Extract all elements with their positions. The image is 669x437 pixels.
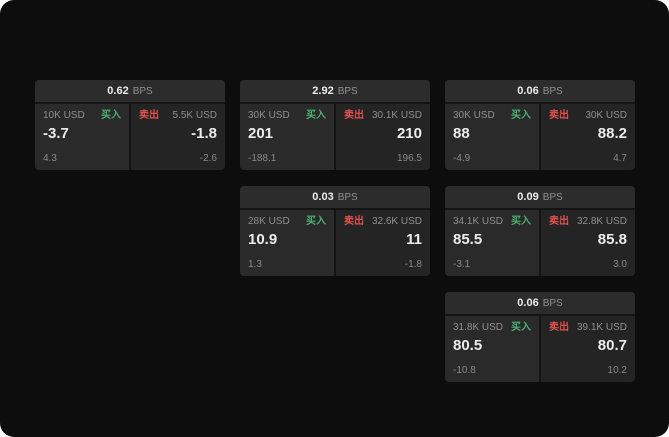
sell-price: -1.8 — [191, 125, 217, 142]
sell-panel[interactable]: 卖出 32.8K USD 85.8 3.0 — [541, 210, 635, 276]
buy-delta: -10.8 — [453, 365, 476, 376]
buy-label[interactable]: 买入 — [511, 110, 531, 121]
buy-amount: 28K USD — [248, 216, 290, 227]
buy-panel[interactable]: 28K USD 买入 10.9 1.3 — [240, 210, 334, 276]
quote-card: 0.09 BPS 34.1K USD 买入 85.5 -3.1 卖出 32.8K… — [445, 186, 635, 276]
buy-label[interactable]: 买入 — [511, 322, 531, 333]
buy-panel[interactable]: 30K USD 买入 201 -188.1 — [240, 104, 334, 170]
sell-amount: 30K USD — [585, 110, 627, 121]
bps-value: 0.62 — [107, 85, 129, 97]
bps-value: 2.92 — [312, 85, 334, 97]
sell-label[interactable]: 卖出 — [139, 110, 159, 121]
card-header: 2.92 BPS — [240, 80, 430, 102]
buy-panel[interactable]: 30K USD 买入 88 -4.9 — [445, 104, 539, 170]
bps-value: 0.06 — [517, 85, 539, 97]
bps-value: 0.09 — [517, 191, 539, 203]
card-header: 0.06 BPS — [445, 80, 635, 102]
card-body: 10K USD 买入 -3.7 4.3 卖出 5.5K USD -1.8 -2.… — [35, 104, 225, 170]
sell-label[interactable]: 卖出 — [549, 322, 569, 333]
quote-card: 0.06 BPS 31.8K USD 买入 80.5 -10.8 卖出 39.1… — [445, 292, 635, 382]
sell-amount: 30.1K USD — [371, 110, 422, 121]
buy-amount: 10K USD — [43, 110, 85, 121]
buy-price: -3.7 — [43, 125, 69, 142]
card-header: 0.09 BPS — [445, 186, 635, 208]
buy-delta: 1.3 — [248, 259, 262, 270]
bps-unit: BPS — [337, 85, 358, 97]
sell-price: 11 — [406, 231, 422, 248]
bps-unit: BPS — [132, 85, 153, 97]
quote-card: 2.92 BPS 30K USD 买入 201 -188.1 卖出 30.1K … — [240, 80, 430, 170]
sell-label[interactable]: 卖出 — [549, 216, 569, 227]
buy-panel[interactable]: 10K USD 买入 -3.7 4.3 — [35, 104, 129, 170]
card-header: 0.62 BPS — [35, 80, 225, 102]
bps-unit: BPS — [542, 191, 563, 203]
card-body: 34.1K USD 买入 85.5 -3.1 卖出 32.8K USD 85.8… — [445, 210, 635, 276]
buy-delta: -4.9 — [453, 153, 471, 164]
sell-delta: 3.0 — [613, 259, 627, 270]
buy-delta: 4.3 — [43, 153, 57, 164]
buy-price: 10.9 — [248, 231, 278, 248]
buy-label[interactable]: 买入 — [306, 216, 326, 227]
card-body: 30K USD 买入 201 -188.1 卖出 30.1K USD 210 1… — [240, 104, 430, 170]
sell-price: 88.2 — [597, 125, 627, 142]
sell-label[interactable]: 卖出 — [549, 110, 569, 121]
sell-delta: -2.6 — [199, 153, 217, 164]
sell-delta: 4.7 — [613, 153, 627, 164]
bps-unit: BPS — [542, 297, 563, 309]
buy-delta: -3.1 — [453, 259, 471, 270]
card-body: 31.8K USD 买入 80.5 -10.8 卖出 39.1K USD 80.… — [445, 316, 635, 382]
sell-panel[interactable]: 卖出 30.1K USD 210 196.5 — [336, 104, 430, 170]
buy-delta: -188.1 — [248, 153, 277, 164]
quote-card: 0.62 BPS 10K USD 买入 -3.7 4.3 卖出 5.5K USD — [35, 80, 225, 170]
bps-value: 0.03 — [312, 191, 334, 203]
sell-panel[interactable]: 卖出 5.5K USD -1.8 -2.6 — [131, 104, 225, 170]
bps-unit: BPS — [337, 191, 358, 203]
card-body: 30K USD 买入 88 -4.9 卖出 30K USD 88.2 4.7 — [445, 104, 635, 170]
buy-panel[interactable]: 31.8K USD 买入 80.5 -10.8 — [445, 316, 539, 382]
bps-value: 0.06 — [517, 297, 539, 309]
buy-price: 85.5 — [453, 231, 483, 248]
card-header: 0.06 BPS — [445, 292, 635, 314]
buy-label[interactable]: 买入 — [306, 110, 326, 121]
buy-price: 80.5 — [453, 337, 483, 354]
quote-card: 0.06 BPS 30K USD 买入 88 -4.9 卖出 30K USD — [445, 80, 635, 170]
sell-panel[interactable]: 卖出 30K USD 88.2 4.7 — [541, 104, 635, 170]
quote-grid: 0.62 BPS 10K USD 买入 -3.7 4.3 卖出 5.5K USD — [35, 80, 635, 382]
buy-price: 201 — [248, 125, 274, 142]
buy-amount: 30K USD — [248, 110, 290, 121]
quote-card: 0.03 BPS 28K USD 买入 10.9 1.3 卖出 32.6K US… — [240, 186, 430, 276]
buy-amount: 30K USD — [453, 110, 495, 121]
buy-price: 88 — [453, 125, 470, 142]
sell-price: 210 — [396, 125, 422, 142]
sell-panel[interactable]: 卖出 39.1K USD 80.7 10.2 — [541, 316, 635, 382]
sell-label[interactable]: 卖出 — [344, 110, 364, 121]
sell-price: 85.8 — [597, 231, 627, 248]
sell-delta: 10.2 — [607, 365, 627, 376]
sell-amount: 32.8K USD — [576, 216, 627, 227]
sell-amount: 39.1K USD — [576, 322, 627, 333]
sell-label[interactable]: 卖出 — [344, 216, 364, 227]
card-header: 0.03 BPS — [240, 186, 430, 208]
card-body: 28K USD 买入 10.9 1.3 卖出 32.6K USD 11 -1.8 — [240, 210, 430, 276]
sell-panel[interactable]: 卖出 32.6K USD 11 -1.8 — [336, 210, 430, 276]
buy-label[interactable]: 买入 — [511, 216, 531, 227]
sell-price: 80.7 — [597, 337, 627, 354]
sell-delta: 196.5 — [396, 153, 422, 164]
buy-label[interactable]: 买入 — [101, 110, 121, 121]
buy-amount: 34.1K USD — [453, 216, 504, 227]
sell-amount: 32.6K USD — [371, 216, 422, 227]
bps-unit: BPS — [542, 85, 563, 97]
sell-amount: 5.5K USD — [172, 110, 217, 121]
buy-panel[interactable]: 34.1K USD 买入 85.5 -3.1 — [445, 210, 539, 276]
buy-amount: 31.8K USD — [453, 322, 504, 333]
sell-delta: -1.8 — [404, 259, 422, 270]
